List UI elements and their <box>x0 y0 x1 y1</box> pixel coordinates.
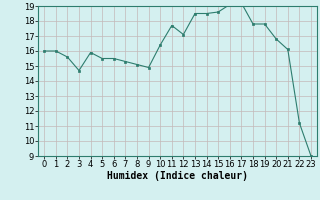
X-axis label: Humidex (Indice chaleur): Humidex (Indice chaleur) <box>107 171 248 181</box>
